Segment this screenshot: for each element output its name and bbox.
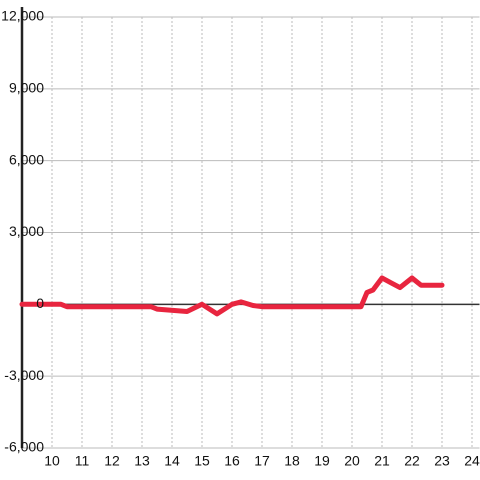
x-tick-label: 21 <box>374 453 390 469</box>
y-tick-label: 9,000 <box>9 80 44 96</box>
y-tick-label: 3,000 <box>9 223 44 239</box>
x-tick-label: 11 <box>75 453 90 469</box>
x-tick-label: 14 <box>164 453 180 469</box>
y-tick-label: -3,000 <box>4 367 44 383</box>
x-tick-label: 19 <box>314 453 330 469</box>
y-tick-label: -6,000 <box>4 439 44 455</box>
x-tick-label: 23 <box>434 453 450 469</box>
x-tick-label: 22 <box>404 453 420 469</box>
x-tick-label: 13 <box>134 453 150 469</box>
x-tick-label: 24 <box>464 453 480 469</box>
data-line <box>19 275 445 317</box>
x-tick-label: 16 <box>224 453 240 469</box>
x-tick-label: 12 <box>104 453 120 469</box>
x-tick-label: 18 <box>284 453 300 469</box>
x-tick-label: 20 <box>344 453 360 469</box>
y-tick-label: 0 <box>36 295 44 311</box>
x-tick-label: 17 <box>254 453 270 469</box>
x-tick-label: 10 <box>44 453 60 469</box>
y-tick-label: 6,000 <box>9 151 44 167</box>
y-tick-label: 12,000 <box>1 8 44 24</box>
x-tick-label: 15 <box>194 453 210 469</box>
